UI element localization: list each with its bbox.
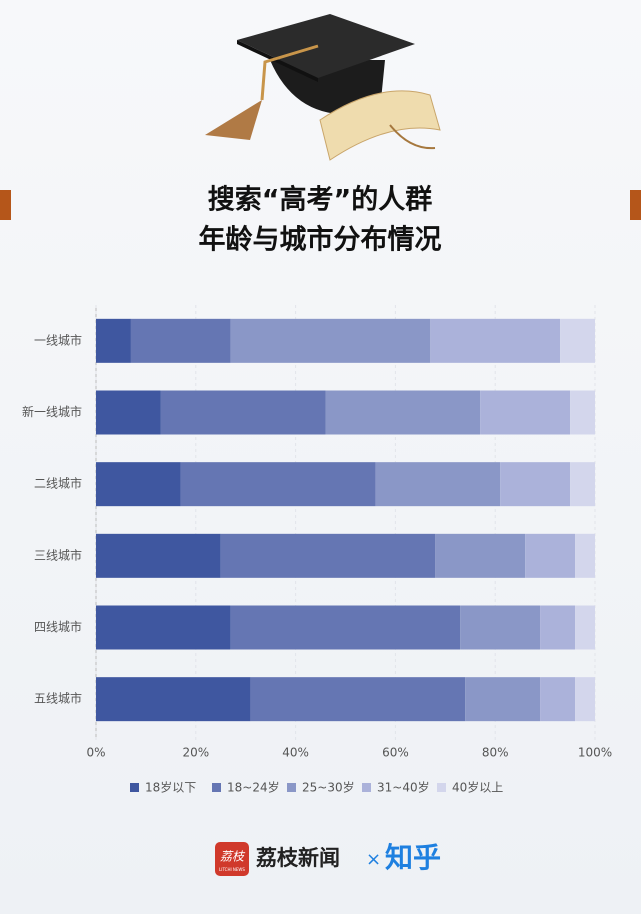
bar-segment <box>540 677 576 722</box>
x-tick-label: 40% <box>282 746 309 760</box>
bar-segment <box>540 605 576 650</box>
legend-label: 25~30岁 <box>302 780 355 795</box>
legend-swatch <box>437 783 446 792</box>
y-tick-label: 新一线城市 <box>22 404 82 419</box>
y-tick-label: 三线城市 <box>34 547 82 562</box>
bar-segment <box>575 677 595 722</box>
legend-label: 18岁以下 <box>145 780 196 795</box>
y-tick-label: 五线城市 <box>34 691 82 706</box>
bar-segment <box>480 390 571 435</box>
bar-segment <box>96 462 181 507</box>
legend-swatch <box>287 783 296 792</box>
legend-label: 18~24岁 <box>227 780 280 795</box>
legend-swatch <box>212 783 221 792</box>
bar-segment <box>96 677 251 722</box>
chart-title: 年龄与城市分布情况 <box>199 224 442 256</box>
logo-icon-text: 荔枝 <box>220 850 246 864</box>
legend-swatch <box>362 783 371 792</box>
legend-swatch <box>130 783 139 792</box>
bar-segment <box>96 533 221 578</box>
bar-segment <box>375 462 501 507</box>
footer-logo: 荔枝 LITCHI NEWS 荔枝新闻 × 知乎 <box>215 841 441 876</box>
brand-name: 荔枝新闻 <box>256 846 340 870</box>
y-tick-label: 四线城市 <box>34 619 82 634</box>
graduation-cap-illustration <box>205 14 441 161</box>
legend-label: 31~40岁 <box>377 780 430 795</box>
bar-segment <box>575 605 595 650</box>
bar-segment <box>130 318 231 363</box>
y-tick-label: 二线城市 <box>34 476 82 491</box>
bar-segment <box>570 390 595 435</box>
bar-segment <box>500 462 571 507</box>
y-tick-label: 一线城市 <box>34 332 82 347</box>
bar-segment <box>96 605 231 650</box>
bar-segment <box>460 605 541 650</box>
bar-segment <box>250 677 466 722</box>
x-tick-label: 60% <box>382 746 409 760</box>
partner-name: 知乎 <box>385 841 441 874</box>
logo-icon <box>215 842 249 876</box>
x-tick-label: 80% <box>482 746 509 760</box>
x-tick-label: 0% <box>86 746 105 760</box>
bar-segment <box>570 462 595 507</box>
bar-segment <box>435 533 526 578</box>
bar-segment <box>220 533 436 578</box>
bar-segment <box>180 462 376 507</box>
bar-segment <box>560 318 595 363</box>
x-tick-label: 100% <box>578 746 612 760</box>
x-tick-label: 20% <box>182 746 209 760</box>
bar-segment <box>96 318 131 363</box>
bar-segment <box>230 605 461 650</box>
side-tab <box>0 190 11 220</box>
bar-segment <box>525 533 576 578</box>
bar-segment <box>96 390 161 435</box>
chart-title: 搜索“高考”的人群 <box>208 184 433 216</box>
logo-small-text: LITCHI NEWS <box>219 867 245 872</box>
bar-segment <box>465 677 541 722</box>
bar-segment <box>430 318 561 363</box>
bar-segment <box>325 390 481 435</box>
side-tab <box>630 190 641 220</box>
legend-label: 40岁以上 <box>452 780 503 795</box>
bar-segment <box>575 533 595 578</box>
bar-segment <box>160 390 326 435</box>
bar-segment <box>230 318 431 363</box>
separator: × <box>366 849 381 870</box>
